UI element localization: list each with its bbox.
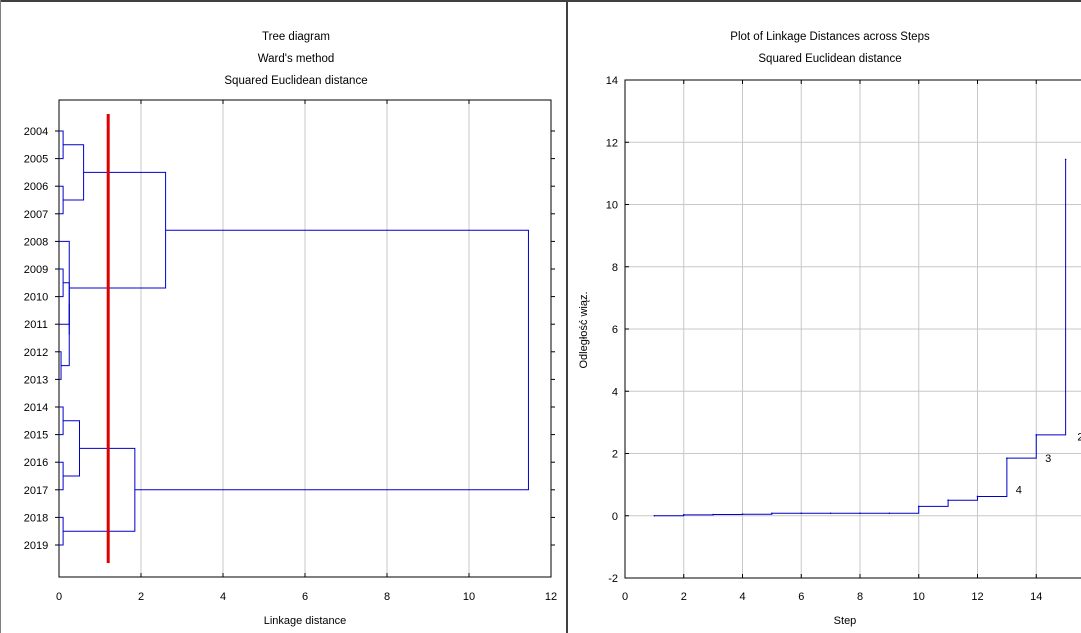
window-left-border — [0, 0, 1, 633]
data-point — [682, 514, 685, 516]
dendrogram-link — [59, 282, 70, 325]
data-point — [917, 505, 920, 508]
y-tick-label: -2 — [608, 573, 618, 585]
y-tick-label: 14 — [606, 75, 618, 87]
y-tick-label: 4 — [612, 386, 618, 398]
x-tick-label: 6 — [302, 591, 308, 603]
leaf-label: 2007 — [24, 209, 48, 221]
data-point — [800, 512, 803, 515]
leaf-label: 2006 — [24, 181, 48, 193]
leaf-label: 2004 — [24, 126, 48, 138]
dendrogram-link — [59, 240, 70, 335]
dendrogram-link — [59, 516, 64, 546]
dendrogram-link — [59, 185, 64, 215]
dendrogram-link — [63, 447, 136, 532]
step-annotation: 3 — [1045, 453, 1051, 465]
y-tick-label: 6 — [612, 324, 618, 336]
dendrogram-link — [134, 229, 529, 491]
chart-title-line-1: Plot of Linkage Distances across Steps — [730, 31, 930, 43]
x-tick-label: 6 — [798, 591, 804, 603]
x-tick-label: 4 — [739, 591, 745, 603]
data-point — [829, 512, 832, 515]
step-annotation: 4 — [1016, 484, 1022, 496]
panel-divider — [566, 0, 568, 633]
x-tick-label: 14 — [1030, 591, 1042, 603]
leaf-label: 2017 — [24, 485, 48, 497]
leaf-label: 2008 — [24, 236, 48, 248]
data-point — [771, 512, 773, 515]
y-tick-label: 8 — [612, 262, 618, 274]
data-point — [976, 495, 979, 498]
x-tick-label: 12 — [971, 591, 983, 603]
leaf-label: 2016 — [24, 457, 48, 469]
x-tick-label: 10 — [913, 591, 925, 603]
leaf-label: 2018 — [24, 512, 48, 524]
leaf-label: 2005 — [24, 154, 48, 166]
data-point — [1035, 434, 1038, 436]
x-tick-label: 10 — [463, 591, 475, 603]
leaf-label: 2015 — [24, 430, 48, 442]
data-point — [947, 499, 949, 501]
leaf-label: 2011 — [24, 319, 48, 331]
dendrogram-link — [61, 303, 70, 367]
data-point — [859, 512, 861, 515]
dendrogram-link — [59, 406, 64, 436]
leaf-label: 2014 — [24, 402, 48, 414]
data-point — [741, 513, 744, 515]
dendrogram-link — [63, 420, 80, 477]
y-tick-label: 10 — [606, 200, 618, 212]
x-tick-label: 8 — [384, 591, 390, 603]
leaf-label: 2009 — [24, 264, 48, 276]
y-axis-label: Odległość wiąz. — [578, 291, 590, 368]
leaf-label: 2013 — [24, 374, 48, 386]
dendrogram-link — [59, 268, 64, 298]
x-axis-label: Step — [834, 615, 857, 627]
y-tick-label: 0 — [612, 511, 618, 523]
x-axis-label: Linkage distance — [264, 615, 347, 627]
window-top-border — [0, 0, 1081, 2]
data-point — [712, 513, 714, 516]
dendrogram-link — [59, 461, 64, 491]
x-tick-label: 12 — [545, 591, 557, 603]
x-tick-label: 0 — [56, 591, 62, 603]
dendrogram-chart: 0 2 4 6 8 10 12 2004 2005 2006 2007 2008 2009 2010 20… — [24, 31, 557, 627]
dendrogram-link — [63, 144, 85, 201]
chart-title-line-2: Ward's method — [258, 53, 335, 65]
leaf-label: 2012 — [24, 347, 48, 359]
dendrogram-link — [59, 130, 64, 160]
chart-title-line-2: Squared Euclidean distance — [758, 53, 901, 65]
x-tick-label: 2 — [681, 591, 687, 603]
dendrogram-panel: 0 2 4 6 8 10 12 2004 2005 2006 2007 2008 2009 2010 20… — [24, 31, 557, 627]
x-tick-label: 8 — [857, 591, 863, 603]
data-point — [1064, 158, 1067, 161]
step-annotation: 2 — [1077, 431, 1081, 443]
leaf-label: 2019 — [24, 540, 48, 552]
x-tick-label: 0 — [622, 591, 628, 603]
leaf-label: 2010 — [24, 292, 48, 304]
y-tick-label: 12 — [606, 137, 618, 149]
chart-title-line-3: Squared Euclidean distance — [224, 75, 367, 87]
y-tick-label: 2 — [612, 449, 618, 461]
chart-title-line-1: Tree diagram — [262, 31, 330, 43]
data-point — [1006, 457, 1008, 459]
x-tick-label: 4 — [220, 591, 226, 603]
data-point — [653, 514, 656, 517]
x-tick-label: 2 — [138, 591, 144, 603]
data-point — [888, 512, 891, 515]
